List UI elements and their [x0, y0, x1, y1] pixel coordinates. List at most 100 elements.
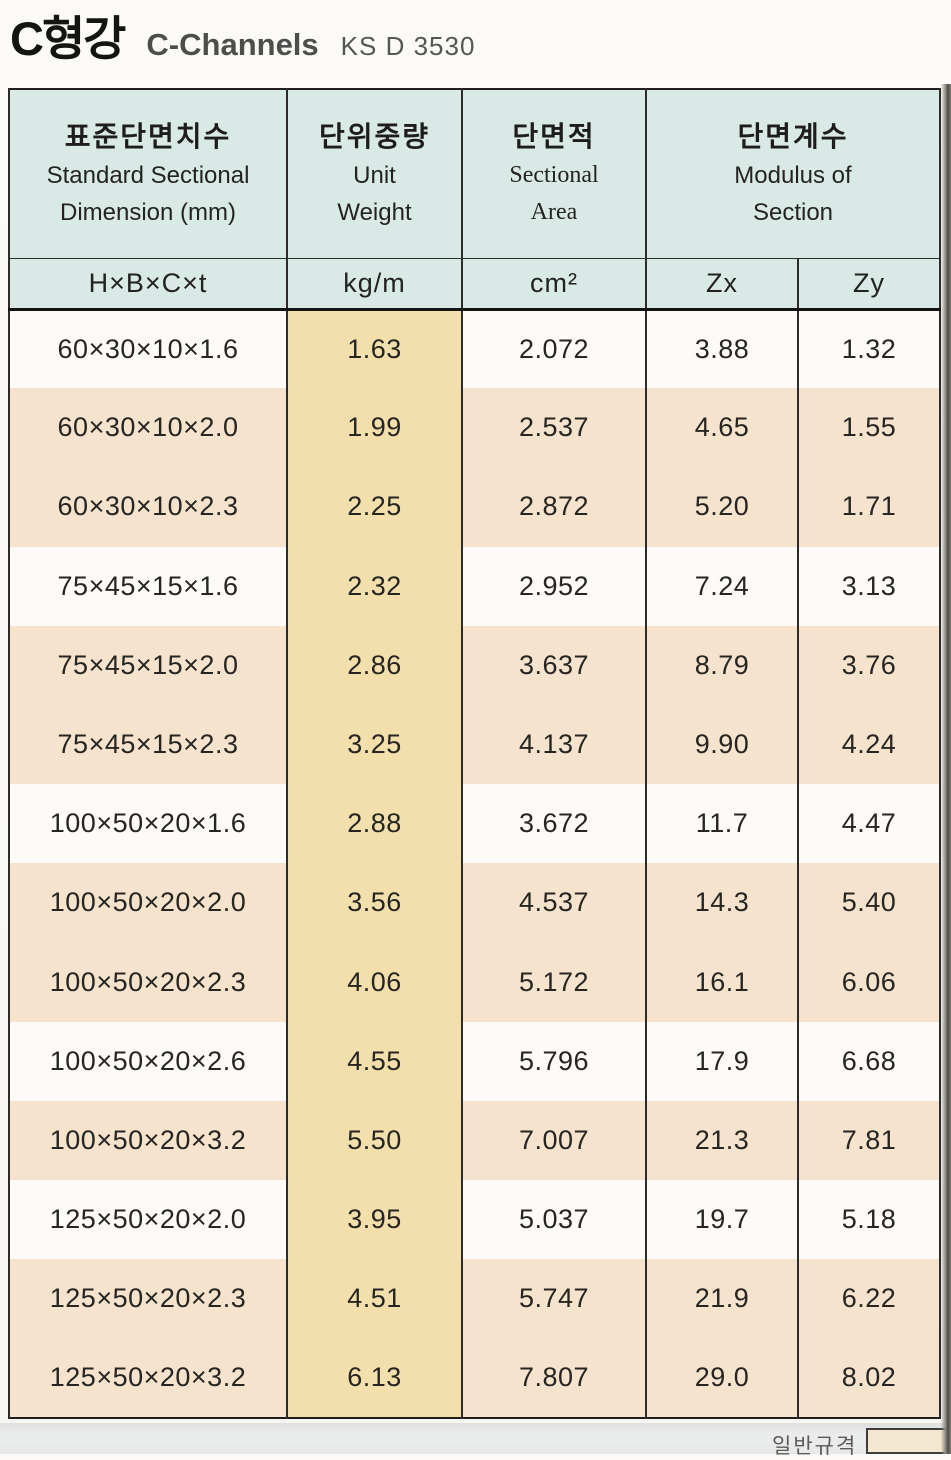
subheader-hbct: H×B×C×t: [8, 258, 288, 311]
table-row: 100×50×20×3.2 5.50 7.007 21.3 7.81: [8, 1100, 941, 1181]
zy-cell: 1.55: [797, 388, 941, 468]
footer-strip: [0, 1423, 951, 1454]
table-row: 100×50×20×2.3 4.06 5.172 16.1 6.06: [8, 942, 941, 1022]
dim-cell: 60×30×10×2.0: [8, 388, 288, 468]
zy-cell: 6.06: [797, 942, 941, 1022]
dim-cell: 125×50×20×2.0: [8, 1180, 288, 1260]
weight-cell: 1.99: [286, 388, 463, 468]
header-sectional-area-ko: 단면적: [512, 120, 596, 152]
page-title-english: C-Channels: [146, 27, 319, 62]
zx-cell: 8.79: [645, 625, 799, 705]
header-standard-dimension: 표준단면치수 Standard Sectional Dimension (mm): [8, 89, 288, 259]
weight-cell: 2.25: [286, 467, 463, 547]
weight-cell: 2.88: [286, 784, 463, 864]
area-cell: 7.807: [461, 1338, 647, 1418]
weight-cell: 1.63: [286, 309, 463, 389]
header-sectional-area: 단면적 Sectional Area: [461, 89, 647, 259]
zx-cell: 4.65: [645, 388, 799, 468]
area-cell: 5.796: [461, 1021, 647, 1101]
dim-cell: 100×50×20×2.6: [8, 1021, 288, 1101]
subheader-zy: Zy: [797, 258, 941, 311]
zx-cell: 21.3: [645, 1100, 799, 1181]
zy-cell: 8.02: [797, 1338, 941, 1418]
weight-cell: 4.06: [286, 942, 463, 1022]
table-row: 125×50×20×2.3 4.51 5.747 21.9 6.22: [8, 1259, 941, 1339]
zy-cell: 3.76: [797, 625, 941, 705]
table-row: 125×50×20×2.0 3.95 5.037 19.7 5.18: [8, 1180, 941, 1260]
table-row: 75×45×15×2.3 3.25 4.137 9.90 4.24: [8, 704, 941, 785]
dim-cell: 75×45×15×2.0: [8, 625, 288, 705]
zx-cell: 9.90: [645, 704, 799, 785]
header-unit-weight-en2: Weight: [337, 198, 412, 226]
page-title-korean: C형강: [10, 12, 126, 65]
zy-cell: 7.81: [797, 1100, 941, 1181]
header-sectional-area-en2: Area: [530, 198, 578, 225]
header-unit-weight: 단위중량 Unit Weight: [286, 89, 463, 259]
header-modulus-en2: Section: [752, 198, 834, 226]
standard-code: KS D 3530: [340, 31, 476, 61]
dim-cell: 75×45×15×1.6: [8, 546, 288, 626]
weight-cell: 3.95: [286, 1180, 463, 1260]
header-unit-weight-en1: Unit: [353, 161, 396, 189]
zy-cell: 1.32: [797, 309, 941, 389]
zy-cell: 4.47: [797, 784, 941, 864]
area-cell: 7.007: [461, 1100, 647, 1181]
dim-cell: 100×50×20×2.3: [8, 942, 288, 1022]
dim-cell: 75×45×15×2.3: [8, 704, 288, 785]
header-modulus-of-section: 단면계수 Modulus of Section: [645, 89, 941, 259]
zy-cell: 6.22: [797, 1259, 941, 1339]
header-standard-dimension-ko: 표준단면치수: [64, 120, 232, 152]
dim-cell: 100×50×20×2.0: [8, 863, 288, 943]
weight-cell: 3.56: [286, 863, 463, 943]
weight-cell: 4.51: [286, 1259, 463, 1339]
zy-cell: 1.71: [797, 467, 941, 547]
table-row: 60×30×10×2.3 2.25 2.872 5.20 1.71: [8, 467, 941, 547]
c-channel-spec-table: 표준단면치수 Standard Sectional Dimension (mm)…: [8, 88, 941, 1419]
weight-cell: 5.50: [286, 1100, 463, 1181]
area-cell: 5.037: [461, 1180, 647, 1260]
table-row: 100×50×20×2.0 3.56 4.537 14.3 5.40: [8, 863, 941, 943]
zx-cell: 3.88: [645, 309, 799, 389]
footer-label: 일반규격: [772, 1435, 858, 1458]
zx-cell: 5.20: [645, 467, 799, 547]
dim-cell: 125×50×20×3.2: [8, 1338, 288, 1418]
area-cell: 4.137: [461, 704, 647, 785]
weight-cell: 3.25: [286, 704, 463, 785]
header-standard-dimension-en1: Standard Sectional: [46, 161, 250, 189]
area-cell: 2.537: [461, 388, 647, 468]
area-cell: 2.952: [461, 546, 647, 626]
area-cell: 5.172: [461, 942, 647, 1022]
footer-spec-box: [866, 1428, 947, 1454]
area-cell: 4.537: [461, 863, 647, 943]
header-modulus-en1: Modulus of: [734, 161, 852, 189]
weight-cell: 2.32: [286, 546, 463, 626]
table-row: 60×30×10×2.0 1.99 2.537 4.65 1.55: [8, 388, 941, 468]
page-edge-shadow: [941, 84, 951, 1454]
dim-cell: 60×30×10×2.3: [8, 467, 288, 547]
table-row: 100×50×20×2.6 4.55 5.796 17.9 6.68: [8, 1021, 941, 1101]
subheader-zx: Zx: [645, 258, 799, 311]
area-cell: 3.672: [461, 784, 647, 864]
area-cell: 2.072: [461, 309, 647, 389]
zx-cell: 7.24: [645, 546, 799, 626]
header-sectional-area-en1: Sectional: [509, 161, 599, 188]
table-row: 75×45×15×2.0 2.86 3.637 8.79 3.76: [8, 625, 941, 705]
area-cell: 3.637: [461, 625, 647, 705]
zy-cell: 4.24: [797, 704, 941, 785]
header-standard-dimension-en2: Dimension (mm): [59, 198, 236, 226]
zx-cell: 11.7: [645, 784, 799, 864]
subheader-cm2: cm²: [461, 258, 647, 311]
header-unit-weight-ko: 단위중량: [318, 120, 431, 152]
weight-cell: 4.55: [286, 1021, 463, 1101]
zx-cell: 14.3: [645, 863, 799, 943]
header-group-row: 표준단면치수 Standard Sectional Dimension (mm)…: [8, 89, 941, 259]
table-row: 75×45×15×1.6 2.32 2.952 7.24 3.13: [8, 546, 941, 626]
zy-cell: 5.18: [797, 1180, 941, 1260]
subheader-row: H×B×C×t kg/m cm² Zx Zy: [8, 258, 941, 311]
table-row: 60×30×10×1.6 1.63 2.072 3.88 1.32: [8, 309, 941, 389]
weight-cell: 2.86: [286, 625, 463, 705]
page-title: C형강 C-Channels KS D 3530: [10, 0, 475, 69]
dim-cell: 125×50×20×2.3: [8, 1259, 288, 1339]
area-cell: 5.747: [461, 1259, 647, 1339]
zx-cell: 21.9: [645, 1259, 799, 1339]
